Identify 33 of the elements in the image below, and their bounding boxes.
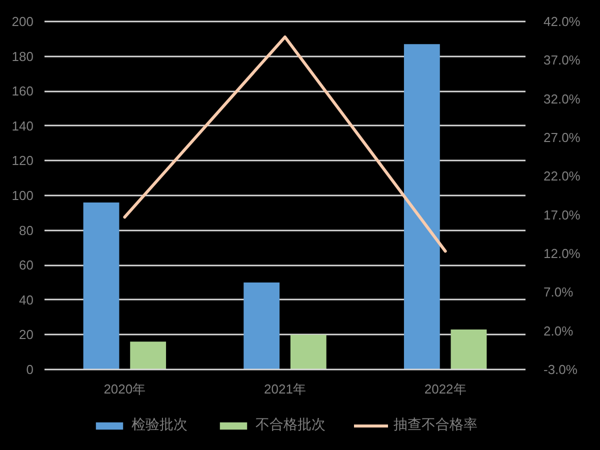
y2-tick-label: 27.0% bbox=[544, 130, 581, 145]
y2-tick-label: 7.0% bbox=[544, 284, 574, 300]
y2-tick-label: 2.0% bbox=[544, 323, 574, 338]
y2-tick-label: 12.0% bbox=[544, 246, 581, 261]
bar bbox=[244, 282, 280, 370]
legend-label: 抽查不合格率 bbox=[394, 416, 478, 434]
y2-tick-label: 42.0% bbox=[544, 14, 581, 29]
y2-tick-label: 22.0% bbox=[544, 168, 581, 184]
legend-label: 不合格批次 bbox=[256, 416, 326, 434]
y-tick-label: 160 bbox=[12, 84, 34, 99]
y2-tick-label: 37.0% bbox=[544, 52, 581, 68]
bar bbox=[83, 202, 120, 370]
y-tick-label: 80 bbox=[19, 222, 34, 238]
y-tick-label: 100 bbox=[12, 188, 34, 203]
legend-label: 检验批次 bbox=[132, 416, 188, 434]
y-tick-label: 140 bbox=[12, 118, 34, 134]
y-tick-label: 120 bbox=[12, 153, 34, 168]
y2-tick-label: -3.0% bbox=[544, 362, 578, 377]
x-tick-label: 2021年 bbox=[264, 382, 306, 396]
y-tick-label: 0 bbox=[26, 362, 34, 377]
y-tick-label: 200 bbox=[12, 14, 34, 29]
y-tick-label: 180 bbox=[12, 48, 34, 64]
bar bbox=[130, 342, 166, 370]
y-tick-label: 60 bbox=[19, 258, 34, 273]
x-tick-label: 2020年 bbox=[104, 382, 146, 396]
y-tick-label: 20 bbox=[19, 327, 34, 342]
bar bbox=[404, 44, 440, 370]
bar bbox=[450, 329, 487, 370]
bar bbox=[290, 334, 326, 370]
y2-tick-label: 32.0% bbox=[544, 91, 581, 106]
y2-tick-label: 17.0% bbox=[544, 207, 581, 222]
x-tick-label: 2022年 bbox=[424, 382, 466, 396]
y-tick-label: 40 bbox=[19, 292, 34, 308]
